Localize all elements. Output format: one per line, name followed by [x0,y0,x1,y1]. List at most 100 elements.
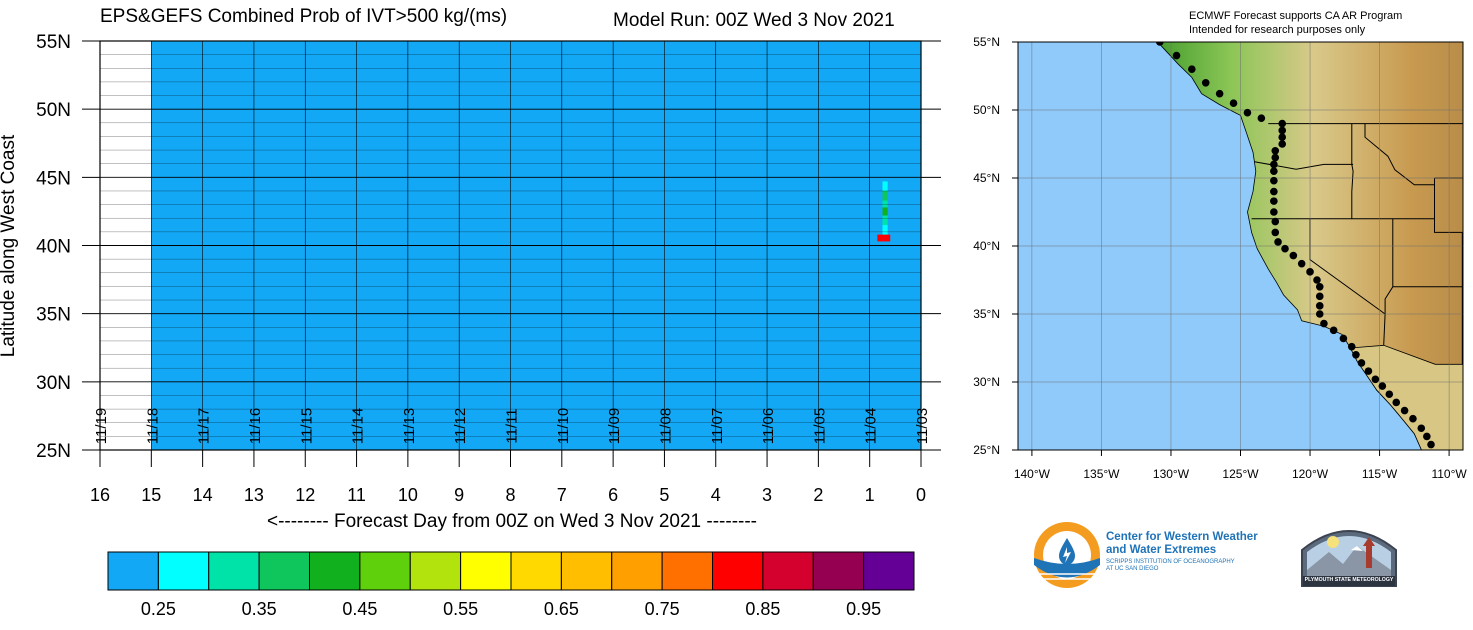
transect-point [1172,51,1181,60]
nevada-utah-border [1384,218,1394,314]
probability-cell [882,215,888,226]
transect-point [1270,187,1278,196]
x-tick-label: 8 [505,485,515,505]
cw3e-title-line-2: and Water Extremes [1106,544,1217,556]
transect-point [1315,310,1324,318]
transect-point [1278,119,1287,128]
map-lat-label: 45°N [973,171,1000,185]
map-lon-label: 120°W [1292,467,1329,481]
transect-point [1270,208,1278,216]
map-lat-label: 55°N [973,35,1000,49]
transect-point [1270,176,1278,185]
date-label: 11/19 [93,408,110,444]
transect-point [1229,99,1238,107]
date-label: 11/03 [914,408,931,444]
colorbar-label: 0.25 [141,599,176,619]
map-lat-label: 25°N [973,443,1000,457]
map-lon-label: 115°W [1362,467,1398,481]
transect-point [1243,108,1252,117]
transect-point [1215,89,1224,98]
transect-point [1257,114,1266,122]
date-label: 11/18 [144,408,161,444]
date-label: 11/11 [504,408,521,443]
colorbar-label: 0.35 [242,599,277,619]
colorbar-box [208,551,260,591]
map-lat-label: 30°N [973,375,1000,389]
transect-point [1313,276,1321,284]
probability-cell [882,225,888,235]
x-tick-label: 9 [454,485,464,505]
map-lon-label: 140°W [1014,467,1051,481]
cw3e-subtitle-line-1: SCRIPPS INSTITUTION OF OCEANOGRAPHY [1106,559,1235,565]
colorbar-label: 0.95 [846,599,881,619]
cw3e-emblem-icon [1034,522,1100,588]
x-tick-label: 12 [295,485,315,505]
transect-point [1315,292,1324,301]
map-lon-label: 110°W [1431,467,1467,481]
colorbar-box [258,551,310,591]
idaho-west-border [1351,123,1354,219]
colorbar-box [712,551,764,591]
date-label: 11/17 [196,408,213,444]
transect-point [1400,406,1409,415]
transect-point [1271,147,1280,155]
map-lat-label: 40°N [973,239,1000,253]
transect-point [1392,398,1401,407]
map-lon-label: 125°W [1222,467,1259,481]
transect-point [1270,167,1278,175]
date-label: 11/05 [811,408,828,444]
date-label: 11/06 [760,408,777,444]
x-axis-label: <-------- Forecast Day from 00Z on Wed 3… [267,511,757,532]
transect-point [1156,42,1164,46]
transect-point [1378,382,1387,390]
transect-point [1427,440,1435,449]
colorbar-label: 0.75 [645,599,680,619]
map-lat-label: 50°N [973,103,1000,117]
map-lon-label: 130°W [1153,467,1190,481]
transect-point [1281,244,1289,253]
mexico-land [1349,344,1463,450]
colorbar-box [510,551,562,591]
model-run-label: Model Run: 00Z Wed 3 Nov 2021 [613,10,895,31]
cw3e-subtitle-line-2: AT UC SAN DIEGO [1106,566,1159,572]
date-label: 11/13 [401,408,418,444]
date-label: 11/08 [657,408,674,444]
y-axis-label: Latitude along West Coast [0,134,19,357]
west-coast-map: 140°W 135°W 130°W 125°W 120°W 115°W 110°W 25°N 3… [973,35,1467,481]
transect-point [1278,133,1287,141]
plymouth-state-logo: PLYMOUTH STATE METEOROLOGY [1299,520,1399,588]
x-tick-label: 14 [193,485,213,505]
date-label: 11/10 [555,408,572,444]
colorbar-label: 0.65 [544,599,579,619]
date-label: 11/15 [298,408,315,444]
plymouth-emblem-icon [1301,530,1397,587]
transect-point [1364,367,1373,375]
transect-point [1297,259,1306,268]
map-note-line-2: Intended for research purposes only [1189,24,1366,36]
transect-point [1320,319,1328,328]
date-label: 11/04 [863,408,880,444]
map-note-line-1: ECMWF Forecast supports CA AR Program [1189,10,1403,22]
transect-point [1385,390,1394,399]
chart-title: EPS&GEFS Combined Prob of IVT>500 kg/(ms… [100,6,508,27]
transect-point [1274,238,1282,246]
transect-point [1271,217,1280,226]
transect-point [1271,228,1280,237]
montana-idaho-border [1364,123,1435,186]
transect-point [1271,153,1280,162]
colorbar-box [560,551,613,591]
y-tick-label: 55N [36,32,71,53]
transect-point [1315,302,1324,310]
colorbar-box [762,551,814,591]
y-tick-label: 40N [36,237,71,258]
y-tick-label: 35N [36,305,71,326]
y-tick-label: 25N [36,441,71,462]
map-lon-label: 135°W [1083,467,1120,481]
transect-point [1289,251,1298,260]
date-label: 11/12 [452,408,469,444]
x-tick-label: 11 [347,485,366,505]
x-tick-label: 15 [141,485,161,505]
probability-heatmap-chart: 11/03 11/04 11/05 11/06 11/07 11/08 11/09 11/10… [0,32,941,532]
transect-point [1315,283,1324,291]
x-tick-label: 7 [557,485,567,505]
